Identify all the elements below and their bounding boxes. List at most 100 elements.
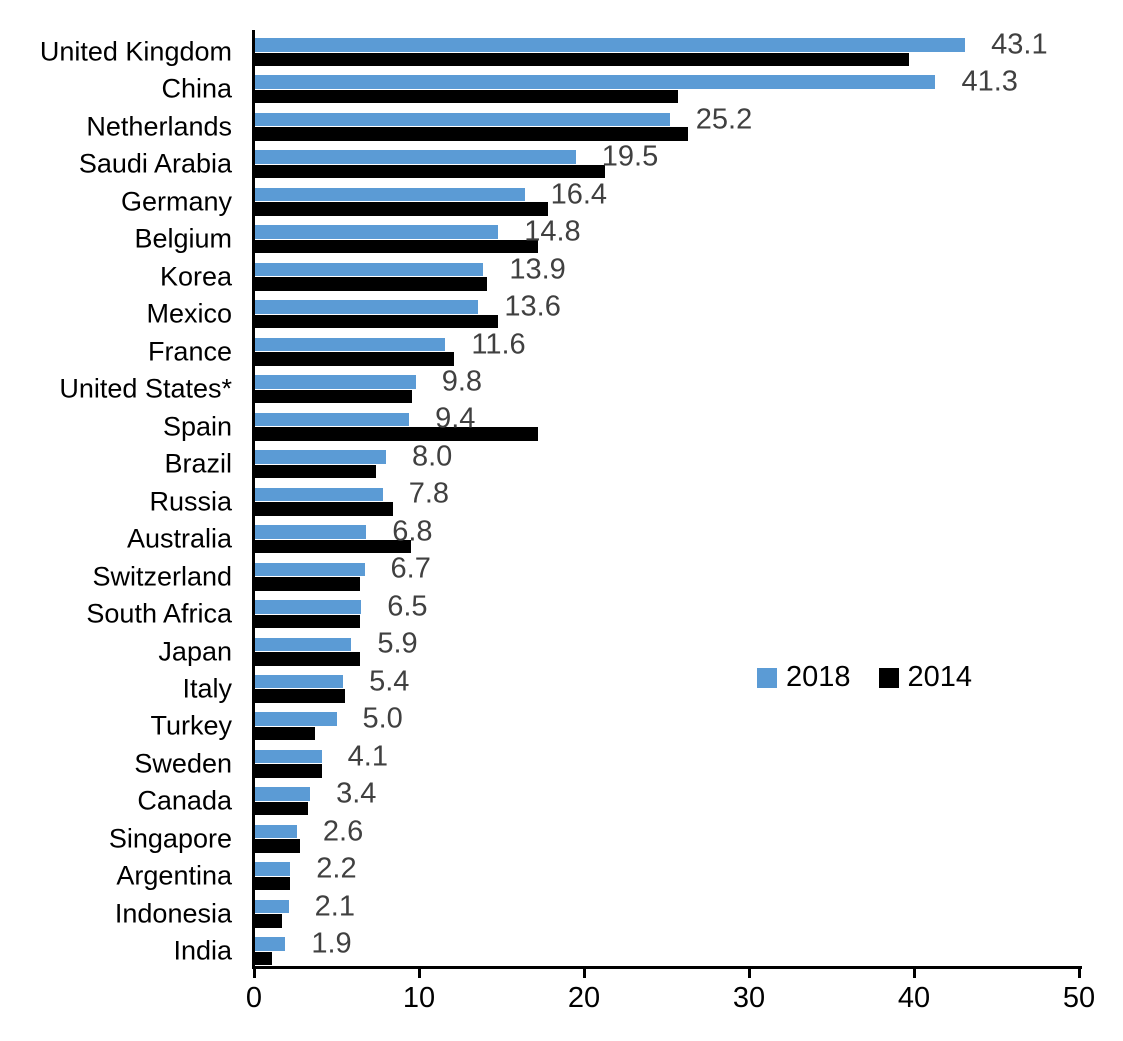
bar-2018 [254, 300, 479, 314]
category-label: Singapore [108, 823, 232, 854]
x-tick [417, 969, 421, 978]
chart-row: Korea 13.9 [0, 253, 1123, 292]
bar-2014 [254, 689, 345, 703]
chart-row: Russia 7.8 [0, 477, 1123, 517]
value-label: 13.6 [504, 290, 561, 323]
value-label: 2.6 [322, 815, 364, 848]
value-label: 8.0 [412, 440, 453, 473]
chart-row: Mexico 13.6 [0, 290, 1123, 329]
chart-row: France 11.6 [0, 328, 1123, 367]
bar-2014 [254, 801, 309, 816]
category-label: Japan [158, 636, 232, 666]
category-label: Spain [162, 411, 232, 442]
legend-swatch-2018 [757, 667, 777, 688]
value-label: 6.8 [392, 515, 433, 548]
value-label: 6.7 [390, 552, 431, 585]
x-tick-label: 50 [1062, 982, 1096, 1014]
value-label: 9.8 [441, 365, 483, 398]
value-label: 5.4 [369, 665, 410, 698]
bar-2018 [254, 375, 416, 389]
x-tick-label: 10 [402, 982, 436, 1014]
chart-row: Spain 9.4 [0, 403, 1123, 442]
chart-row: Switzerland 6.7 [0, 552, 1123, 592]
bar-2014 [254, 239, 538, 254]
bar-2018 [254, 899, 289, 914]
category-label: South Africa [86, 598, 232, 629]
bar-2018 [254, 562, 365, 577]
y-axis-line [252, 30, 255, 969]
value-label: 25.2 [695, 103, 753, 136]
chart-row: India 1.9 [0, 927, 1123, 966]
chart-row: United States* 9.8 [0, 365, 1123, 404]
bar-2018 [254, 75, 936, 89]
legend: 2018 2014 [757, 661, 972, 694]
bar-2018 [254, 112, 670, 127]
category-label: United States* [59, 373, 232, 404]
category-label: Russia [149, 486, 232, 517]
bar-2018 [254, 749, 322, 764]
value-label: 16.4 [550, 178, 608, 211]
chart-row: Australia 6.8 [0, 515, 1123, 554]
category-label: Mexico [146, 298, 232, 329]
category-label: Australia [126, 523, 232, 554]
bar-2018 [254, 187, 525, 202]
value-label: 4.1 [347, 740, 388, 773]
bar-2018 [254, 262, 484, 277]
value-label: 1.9 [311, 927, 352, 960]
category-label: Italy [182, 673, 232, 704]
bar-2014 [254, 614, 360, 629]
category-label: Netherlands [86, 111, 232, 142]
chart-row: Italy 5.4 [0, 665, 1123, 704]
category-label: Argentina [116, 860, 232, 891]
x-axis-line [252, 966, 1082, 969]
value-label: 43.1 [991, 28, 1048, 61]
value-label: 2.2 [316, 852, 357, 885]
bar-2014 [254, 726, 316, 741]
legend-swatch-2014 [878, 667, 899, 688]
x-tick-label: 40 [897, 982, 931, 1014]
x-tick [912, 969, 916, 978]
bar-2014 [254, 577, 360, 591]
category-label: Saudi Arabia [78, 148, 232, 179]
value-label: 13.9 [509, 253, 566, 286]
bar-2018 [254, 38, 966, 52]
x-tick-label: 0 [245, 982, 263, 1014]
category-label: Indonesia [114, 898, 232, 929]
chart-row: Belgium 14.8 [0, 215, 1123, 254]
category-label: Belgium [134, 223, 232, 254]
category-label: China [161, 73, 232, 104]
chart-row: Singapore 2.6 [0, 815, 1123, 854]
bar-2014 [254, 427, 538, 441]
x-tick [1077, 969, 1081, 978]
x-tick [747, 969, 751, 978]
category-label: Switzerland [92, 561, 232, 592]
chart-row: China 41.3 [0, 66, 1123, 104]
bar-2014 [254, 127, 688, 141]
legend-item-2014: 2014 [878, 661, 973, 694]
bar-2018 [254, 712, 337, 726]
plot-rows: United Kingdom 43.1 China 41.3 Netherlands 25… [0, 28, 1123, 967]
value-label: 7.8 [408, 477, 450, 510]
legend-item-2018: 2018 [757, 661, 851, 694]
legend-label-2014: 2014 [907, 661, 973, 693]
bar-2018 [254, 937, 286, 951]
bar-2014 [254, 951, 273, 966]
bar-2014 [254, 839, 301, 853]
category-label: Brazil [164, 448, 232, 479]
bar-2018 [254, 225, 499, 239]
bar-2018 [254, 150, 576, 164]
category-label: United Kingdom [39, 36, 232, 67]
bar-2014 [254, 652, 360, 666]
chart-row: Turkey 5.0 [0, 703, 1123, 741]
bar-2014 [254, 876, 291, 891]
bar-2018 [254, 862, 291, 876]
bar-2014 [254, 502, 393, 516]
category-label: Turkey [150, 710, 232, 741]
value-label: 3.4 [336, 777, 377, 810]
value-label: 14.8 [524, 215, 581, 248]
chart-row: Japan 5.9 [0, 628, 1123, 667]
bar-2014 [254, 202, 548, 216]
chart-row: United Kingdom 43.1 [0, 28, 1123, 67]
chart-row: Indonesia 2.1 [0, 890, 1123, 929]
x-tick [252, 969, 256, 978]
